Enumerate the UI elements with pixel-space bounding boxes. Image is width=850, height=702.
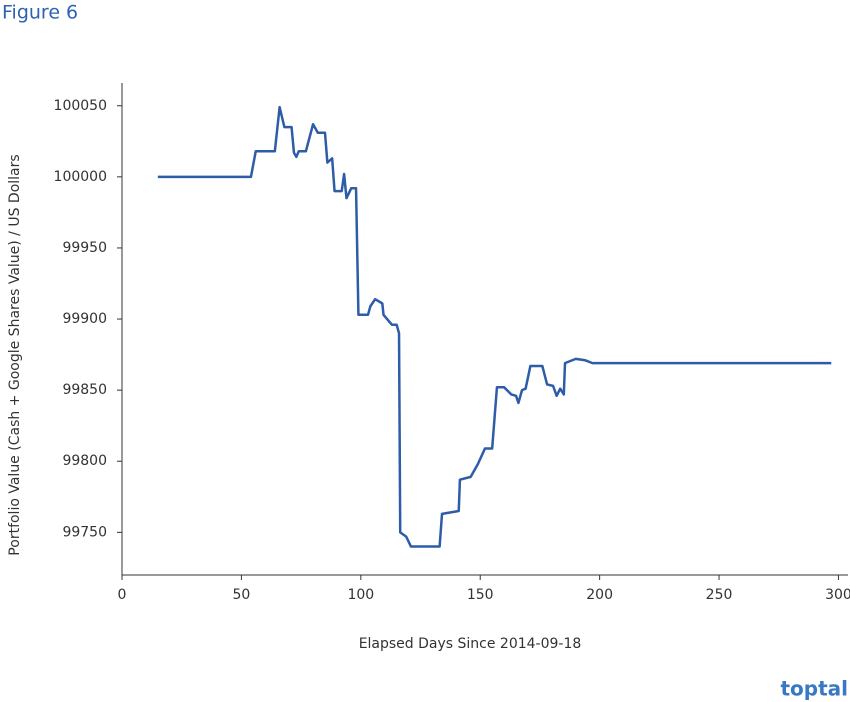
x-tick-label: 200: [586, 587, 613, 603]
y-tick-label: 99750: [62, 524, 107, 540]
x-tick-label: 0: [118, 587, 127, 603]
x-tick-label: 300: [825, 587, 850, 603]
y-tick-label: 99900: [62, 311, 107, 327]
x-axis-label: Elapsed Days Since 2014-09-18: [359, 636, 582, 652]
y-tick-label: 99850: [62, 382, 107, 398]
chart-title: Figure 6: [2, 2, 78, 24]
y-tick-label: 99950: [62, 240, 107, 256]
y-axis-label: Portfolio Value (Cash + Google Shares Va…: [7, 154, 23, 555]
y-tick-label: 100050: [54, 98, 107, 114]
logo: toptal: [780, 677, 848, 701]
y-tick-label: 100000: [54, 169, 107, 185]
x-tick-label: 50: [232, 587, 250, 603]
x-tick-label: 100: [347, 587, 374, 603]
x-tick-label: 150: [467, 587, 494, 603]
y-tick-label: 99800: [62, 453, 107, 469]
x-tick-label: 250: [706, 587, 733, 603]
data-line: [157, 105, 832, 548]
